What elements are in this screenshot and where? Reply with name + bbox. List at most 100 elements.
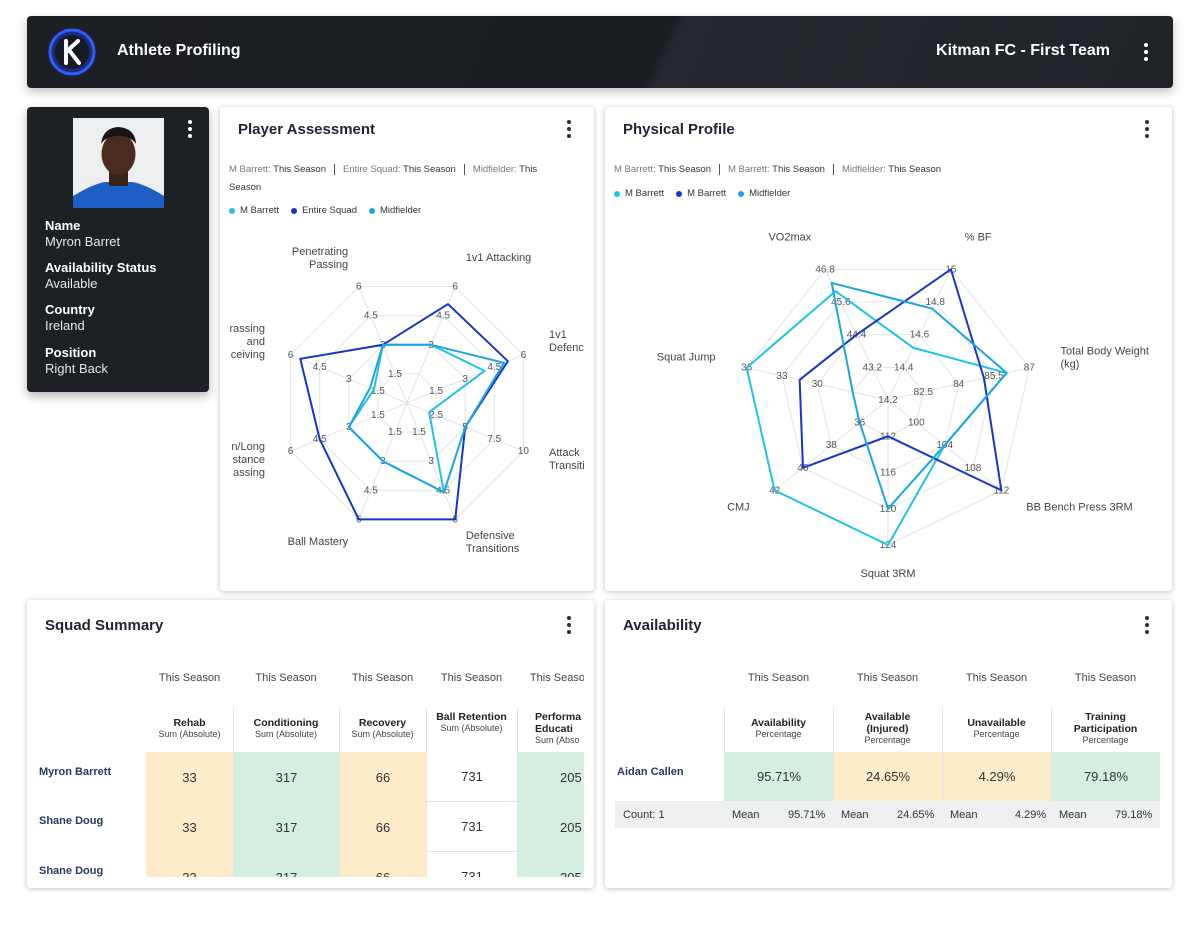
tick-label: 43.2 xyxy=(863,362,883,373)
tick-label: 4.5 xyxy=(487,362,501,373)
panel-menu-icon[interactable] xyxy=(564,120,574,138)
axis-label: % BF xyxy=(965,232,992,244)
grid-spoke xyxy=(887,269,952,401)
footer-mean-label: Mean xyxy=(950,809,978,821)
column-header[interactable]: Unavailable Percentage xyxy=(967,717,1026,739)
table-row-player-link[interactable]: Shane Doug xyxy=(39,815,104,827)
legend-item[interactable]: M Barrett xyxy=(229,205,279,216)
tick-label: 6 xyxy=(521,350,527,361)
player-field-availability: Availability Status Available xyxy=(45,260,157,292)
assessment-radar-chart: 34.561.534.562.557.5101.534.561.534.561.… xyxy=(230,246,585,555)
table-cell: 95.71% xyxy=(725,752,833,801)
availability-panel: Availability This Season This Season Thi… xyxy=(605,600,1172,888)
player-card-menu-icon[interactable] xyxy=(185,120,195,138)
panel-menu-icon[interactable] xyxy=(564,616,574,634)
panel-menu-icon[interactable] xyxy=(1142,616,1152,634)
column-header[interactable]: Recovery Sum (Absolute) xyxy=(351,717,414,739)
filter-item[interactable]: Entire Squad: This Season xyxy=(342,164,456,175)
kitman-logo[interactable] xyxy=(48,28,96,76)
physical-profile-panel: Physical Profile M Barrett: This Season M… xyxy=(605,107,1172,591)
header-menu-icon[interactable] xyxy=(1141,43,1151,61)
table-cell: 205 xyxy=(518,752,584,802)
table-row-player-link[interactable]: Shane Doug xyxy=(39,865,104,877)
tick-label: 1.5 xyxy=(429,386,443,397)
column-header[interactable]: Availability Percentage xyxy=(750,717,807,739)
column-header[interactable]: Training Participation Percentage xyxy=(1073,711,1138,745)
tick-label: 108 xyxy=(965,463,982,474)
filter-item[interactable]: M Barrett: This Season xyxy=(229,164,326,175)
tick-label: 1.5 xyxy=(371,410,385,421)
table-cell: 66 xyxy=(340,752,426,802)
squad-table: This Season This Season This Season This… xyxy=(146,665,584,877)
table-cell: 731 xyxy=(427,752,517,802)
tick-label: 6 xyxy=(356,282,362,293)
series-line-midfielder xyxy=(830,281,1008,510)
footer-mean-value: 95.71% xyxy=(788,809,826,821)
axis-label: VO2max xyxy=(768,232,811,244)
tick-label: 116 xyxy=(880,468,896,479)
column-period: This Season xyxy=(965,672,1028,684)
assessment-filters: M Barrett: This Season Entire Squad: This… xyxy=(229,163,538,193)
field-label: Name xyxy=(45,218,81,233)
column-header[interactable]: Available (Injured) Percentage xyxy=(864,711,911,745)
tick-label: 14.8 xyxy=(925,297,945,308)
axis-label: rassing and ceiving xyxy=(230,323,265,361)
filter-item[interactable]: M Barrett: This Season xyxy=(727,164,825,175)
axis-label: Penetrating Passing xyxy=(292,246,348,271)
column-header[interactable]: Performa Educati Sum (Abso xyxy=(535,711,582,745)
filter-item[interactable]: Midfielder: This xyxy=(472,164,538,175)
grid-ring xyxy=(852,366,924,437)
tick-label: 30 xyxy=(812,379,824,390)
squad-summary-panel: Squad Summary This Season This Season Th… xyxy=(27,600,594,888)
tick-label: 3 xyxy=(346,374,352,385)
physical-radar-chart: 14.214.414.614.81582.58485.5871001041081… xyxy=(657,232,1149,580)
player-field-name: Name Myron Barret xyxy=(45,218,120,250)
table-footer-row: Count: 1 Mean 95.71% Mean 24.65% Mean 4.… xyxy=(615,801,1160,828)
grid-spoke xyxy=(406,402,456,520)
legend-item[interactable]: Midfielder xyxy=(369,205,421,216)
team-selector[interactable]: Kitman FC - First Team xyxy=(936,42,1110,59)
filter-item[interactable]: M Barrett: This Season xyxy=(614,164,711,175)
grid-spoke xyxy=(774,399,889,491)
series-line-midfielder xyxy=(347,343,506,494)
column-header[interactable]: Ball Retention Sum (Absolute) xyxy=(436,711,507,733)
axis-label: n/Long stance assing xyxy=(231,441,265,479)
tick-label: 82.5 xyxy=(914,387,934,398)
footer-mean-label: Mean xyxy=(732,809,760,821)
table-cell: 4.29% xyxy=(943,752,1051,801)
axis-label: CMJ xyxy=(727,501,750,513)
grid-spoke xyxy=(746,367,889,401)
table-cell: 731 xyxy=(427,802,517,852)
column-period: This Season xyxy=(440,672,503,684)
table-cell: 33 xyxy=(146,802,233,852)
field-value: Ireland xyxy=(45,318,85,333)
player-photo xyxy=(73,118,164,208)
legend-item[interactable]: M Barrett xyxy=(676,188,726,199)
column-period: This Season xyxy=(158,672,221,684)
panel-menu-icon[interactable] xyxy=(1142,120,1152,138)
table-row-player-link[interactable]: Aidan Callen xyxy=(617,766,684,778)
column-header[interactable]: Rehab Sum (Absolute) xyxy=(158,717,221,739)
tick-label: 14.2 xyxy=(878,395,898,406)
tick-label: 4.5 xyxy=(364,485,378,496)
filter-item[interactable]: Midfielder: This Season xyxy=(841,164,942,175)
tick-label: 38 xyxy=(826,440,838,451)
field-label: Country xyxy=(45,302,95,317)
column-header[interactable]: Conditioning Sum (Absolute) xyxy=(253,717,319,739)
field-value: Available xyxy=(45,276,98,291)
table-cell: 205 xyxy=(518,852,584,877)
tick-label: 6 xyxy=(288,446,294,457)
tick-label: 45.6 xyxy=(831,297,851,308)
physical-filters: M Barrett: This Season M Barrett: This Se… xyxy=(614,161,941,179)
app-title: Athlete Profiling xyxy=(117,42,241,59)
tick-label: 1.5 xyxy=(388,369,402,380)
legend-item[interactable]: Entire Squad xyxy=(291,205,357,216)
table-cell: 33 xyxy=(146,752,233,802)
legend-item[interactable]: M Barrett xyxy=(614,188,664,199)
axis-label: Ball Mastery xyxy=(288,536,349,548)
table-row-player-link[interactable]: Myron Barrett xyxy=(39,766,112,778)
table-cell: 33 xyxy=(146,852,233,877)
top-bar: Athlete Profiling Kitman FC - First Team xyxy=(27,16,1173,88)
legend-item[interactable]: Midfielder xyxy=(738,188,790,199)
tick-label: 1.5 xyxy=(371,386,385,397)
